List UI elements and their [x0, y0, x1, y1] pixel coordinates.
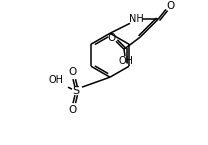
- Text: S: S: [72, 86, 80, 96]
- Text: O: O: [69, 105, 77, 115]
- Text: O: O: [69, 67, 77, 77]
- Text: O: O: [108, 33, 116, 43]
- Text: OH: OH: [48, 75, 63, 85]
- Text: O: O: [167, 1, 175, 11]
- Text: OH: OH: [119, 56, 134, 66]
- Text: NH: NH: [129, 14, 143, 24]
